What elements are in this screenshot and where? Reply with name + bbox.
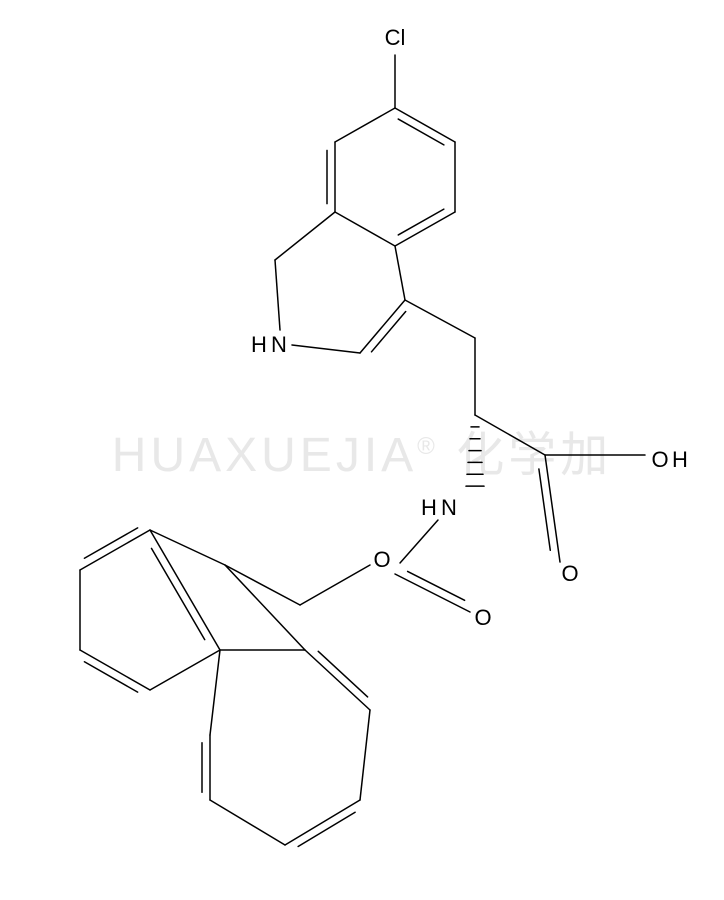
svg-text:O: O [561, 561, 578, 586]
atom-O3: O [373, 547, 390, 572]
atom-Cl: Cl [382, 25, 408, 50]
atom-OH: OH [651, 447, 691, 472]
svg-text:O: O [373, 547, 390, 572]
svg-text:Cl: Cl [385, 25, 406, 50]
atom-O1: O [561, 561, 578, 586]
atom-O2: O [474, 605, 491, 630]
svg-text:O: O [474, 605, 491, 630]
molecule-svg: Cl HN HN OH O O O [0, 0, 724, 900]
atom-NH2: HN [420, 495, 457, 520]
atom-NH1: HN [250, 332, 287, 357]
